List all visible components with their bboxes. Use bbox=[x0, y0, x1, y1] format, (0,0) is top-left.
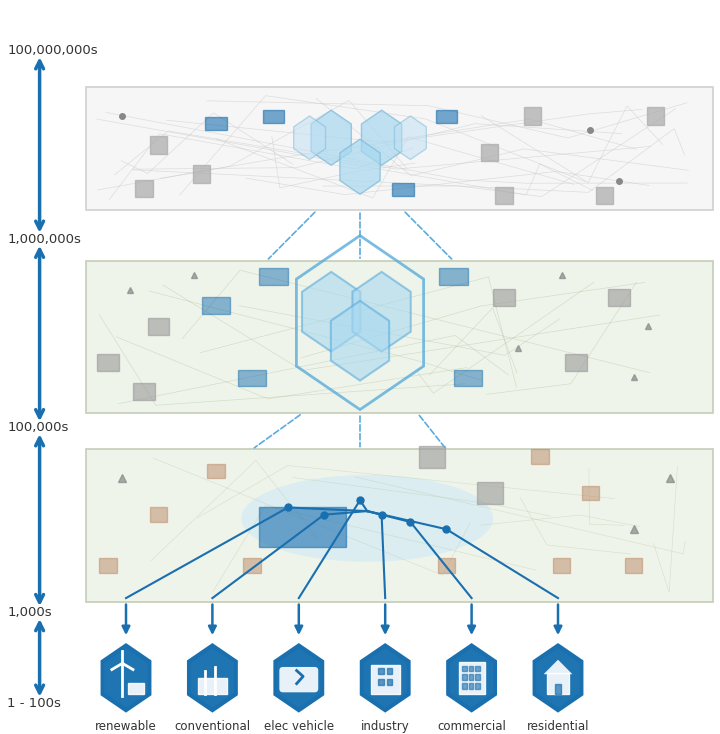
Polygon shape bbox=[536, 648, 580, 708]
Bar bbox=[469, 666, 473, 672]
Bar bbox=[128, 683, 144, 694]
Polygon shape bbox=[450, 648, 493, 708]
Bar bbox=[469, 683, 473, 688]
Bar bbox=[596, 187, 613, 205]
Bar bbox=[555, 683, 561, 694]
Text: residential: residential bbox=[527, 720, 589, 733]
Polygon shape bbox=[446, 643, 497, 713]
Bar bbox=[259, 507, 346, 548]
Bar bbox=[148, 318, 169, 335]
Polygon shape bbox=[311, 110, 351, 165]
Bar bbox=[531, 449, 549, 464]
Polygon shape bbox=[331, 301, 389, 381]
FancyBboxPatch shape bbox=[86, 261, 713, 413]
Polygon shape bbox=[353, 272, 410, 352]
Bar bbox=[475, 683, 480, 688]
Text: 100,000s: 100,000s bbox=[7, 421, 68, 435]
Bar bbox=[475, 666, 480, 672]
Bar bbox=[238, 370, 266, 386]
Bar bbox=[378, 669, 384, 675]
Bar bbox=[378, 679, 384, 685]
Polygon shape bbox=[361, 110, 402, 165]
Bar bbox=[243, 559, 261, 573]
Polygon shape bbox=[302, 272, 360, 352]
Polygon shape bbox=[277, 648, 320, 708]
Text: 100,000,000s: 100,000,000s bbox=[7, 44, 98, 57]
Bar bbox=[459, 662, 485, 694]
FancyBboxPatch shape bbox=[86, 87, 713, 210]
Bar bbox=[263, 110, 284, 123]
Polygon shape bbox=[340, 139, 380, 195]
FancyBboxPatch shape bbox=[279, 667, 318, 692]
Text: conventional: conventional bbox=[174, 720, 251, 733]
Bar bbox=[625, 559, 642, 573]
Bar bbox=[647, 107, 664, 125]
Bar bbox=[133, 382, 155, 400]
Polygon shape bbox=[544, 660, 572, 675]
Bar bbox=[205, 117, 227, 131]
Bar bbox=[547, 674, 569, 694]
Bar bbox=[475, 675, 480, 680]
Bar bbox=[582, 486, 599, 500]
Text: elec vehicle: elec vehicle bbox=[264, 720, 334, 733]
Polygon shape bbox=[364, 648, 407, 708]
Bar bbox=[462, 666, 467, 672]
Bar bbox=[193, 165, 210, 183]
Bar bbox=[495, 187, 513, 205]
Polygon shape bbox=[274, 643, 324, 713]
Polygon shape bbox=[294, 116, 325, 159]
Bar bbox=[565, 354, 587, 371]
Bar bbox=[524, 107, 541, 125]
Bar bbox=[454, 370, 482, 386]
Text: 1,000s: 1,000s bbox=[7, 606, 52, 619]
Bar bbox=[135, 180, 153, 197]
Bar bbox=[202, 297, 230, 314]
Bar bbox=[481, 144, 498, 161]
Polygon shape bbox=[395, 116, 426, 159]
Bar bbox=[608, 288, 630, 306]
Text: 1,000,000s: 1,000,000s bbox=[7, 233, 81, 246]
Text: 1 - 100s: 1 - 100s bbox=[7, 697, 61, 710]
Bar bbox=[207, 464, 225, 479]
Ellipse shape bbox=[241, 475, 493, 562]
Bar bbox=[150, 507, 167, 522]
FancyBboxPatch shape bbox=[86, 449, 713, 602]
Bar bbox=[462, 675, 467, 680]
Bar bbox=[436, 110, 457, 123]
Bar bbox=[150, 137, 167, 153]
Bar bbox=[387, 679, 392, 685]
Bar bbox=[469, 675, 473, 680]
Polygon shape bbox=[101, 643, 151, 713]
Bar bbox=[371, 665, 400, 694]
Polygon shape bbox=[533, 643, 583, 713]
Bar bbox=[387, 669, 392, 675]
Bar bbox=[259, 268, 288, 285]
Bar bbox=[97, 354, 119, 371]
Bar bbox=[439, 268, 468, 285]
Bar bbox=[493, 288, 515, 306]
Bar bbox=[438, 559, 455, 573]
Polygon shape bbox=[191, 648, 234, 708]
Text: commercial: commercial bbox=[437, 720, 506, 733]
Text: industry: industry bbox=[361, 720, 410, 733]
Bar bbox=[419, 446, 445, 468]
Polygon shape bbox=[187, 643, 238, 713]
Bar bbox=[99, 559, 117, 573]
Bar bbox=[462, 683, 467, 688]
Bar bbox=[553, 559, 570, 573]
Bar bbox=[198, 677, 227, 694]
Polygon shape bbox=[104, 648, 148, 708]
Bar bbox=[392, 183, 414, 196]
Polygon shape bbox=[360, 643, 410, 713]
Bar bbox=[477, 482, 503, 504]
Text: renewable: renewable bbox=[95, 720, 157, 733]
